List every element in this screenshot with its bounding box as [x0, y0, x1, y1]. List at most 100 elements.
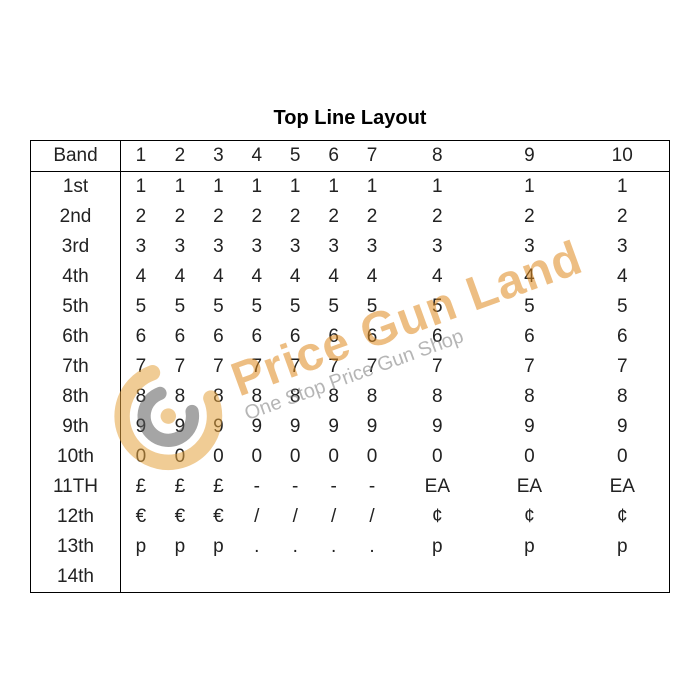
data-cell: 8 [276, 382, 314, 412]
header-row: Band 1 2 3 4 5 6 7 8 9 10 [31, 141, 670, 172]
data-cell [314, 562, 352, 593]
data-cell: 7 [199, 352, 237, 382]
data-cell: 7 [121, 352, 161, 382]
data-cell: 5 [391, 292, 483, 322]
band-cell: 13th [31, 532, 121, 562]
band-cell: 5th [31, 292, 121, 322]
data-cell: 6 [121, 322, 161, 352]
data-cell: p [199, 532, 237, 562]
table-body: 1st11111111112nd22222222223rd33333333334… [31, 172, 670, 593]
data-cell: / [276, 502, 314, 532]
band-cell: 12th [31, 502, 121, 532]
data-cell: 4 [161, 262, 199, 292]
data-cell: . [314, 532, 352, 562]
data-cell: 1 [575, 172, 669, 203]
table-row: 8th8888888888 [31, 382, 670, 412]
data-cell [199, 562, 237, 593]
data-cell: 6 [575, 322, 669, 352]
data-cell: 2 [121, 202, 161, 232]
data-cell: - [314, 472, 352, 502]
table-row: 12th€€€////¢¢¢ [31, 502, 670, 532]
data-cell: 3 [353, 232, 391, 262]
data-cell: 1 [391, 172, 483, 203]
data-cell: 0 [121, 442, 161, 472]
data-cell: 9 [353, 412, 391, 442]
col-header: 10 [575, 141, 669, 172]
layout-card: Top Line Layout Band 1 2 3 4 5 6 7 8 9 1… [20, 83, 680, 617]
data-cell: 6 [199, 322, 237, 352]
data-cell: 4 [391, 262, 483, 292]
data-cell: - [353, 472, 391, 502]
col-header: 9 [483, 141, 575, 172]
data-cell: £ [199, 472, 237, 502]
data-cell: 8 [238, 382, 276, 412]
data-cell: 1 [121, 172, 161, 203]
data-cell: € [161, 502, 199, 532]
data-cell: 6 [161, 322, 199, 352]
data-cell: 0 [238, 442, 276, 472]
data-cell: 5 [314, 292, 352, 322]
data-cell: 6 [483, 322, 575, 352]
data-cell: 5 [238, 292, 276, 322]
data-cell: 4 [238, 262, 276, 292]
data-cell: 8 [353, 382, 391, 412]
data-cell: 0 [276, 442, 314, 472]
table-row: 13thppp....ppp [31, 532, 670, 562]
data-cell: 9 [121, 412, 161, 442]
data-cell: 0 [353, 442, 391, 472]
data-cell: 8 [121, 382, 161, 412]
data-cell: 2 [238, 202, 276, 232]
col-header: 4 [238, 141, 276, 172]
data-cell [353, 562, 391, 593]
data-cell: 8 [483, 382, 575, 412]
data-cell: 2 [314, 202, 352, 232]
col-header: 2 [161, 141, 199, 172]
data-cell [391, 562, 483, 593]
table-row: 11TH£££----EAEAEA [31, 472, 670, 502]
data-cell: 4 [483, 262, 575, 292]
band-cell: 3rd [31, 232, 121, 262]
data-cell: 7 [391, 352, 483, 382]
data-cell: 3 [391, 232, 483, 262]
col-header: 7 [353, 141, 391, 172]
data-cell: € [199, 502, 237, 532]
data-cell: 1 [199, 172, 237, 203]
band-cell: 6th [31, 322, 121, 352]
data-cell: 0 [199, 442, 237, 472]
page-title: Top Line Layout [30, 107, 670, 130]
data-cell [276, 562, 314, 593]
data-cell: 7 [483, 352, 575, 382]
data-cell: EA [391, 472, 483, 502]
data-cell: 1 [161, 172, 199, 203]
band-cell: 4th [31, 262, 121, 292]
data-cell: 8 [314, 382, 352, 412]
data-cell: 9 [161, 412, 199, 442]
data-cell: - [276, 472, 314, 502]
table-row: 7th7777777777 [31, 352, 670, 382]
data-cell: 7 [575, 352, 669, 382]
data-cell: 4 [314, 262, 352, 292]
data-cell: 1 [483, 172, 575, 203]
data-cell: / [353, 502, 391, 532]
data-cell: 4 [353, 262, 391, 292]
band-cell: 2nd [31, 202, 121, 232]
col-header: 1 [121, 141, 161, 172]
data-cell: 6 [353, 322, 391, 352]
layout-table: Band 1 2 3 4 5 6 7 8 9 10 1st11111111112… [30, 140, 670, 593]
data-cell: 0 [575, 442, 669, 472]
data-cell: / [238, 502, 276, 532]
data-cell: 3 [483, 232, 575, 262]
data-cell: 3 [199, 232, 237, 262]
data-cell: 9 [199, 412, 237, 442]
data-cell: 3 [238, 232, 276, 262]
data-cell: 2 [199, 202, 237, 232]
data-cell: EA [483, 472, 575, 502]
data-cell: 1 [314, 172, 352, 203]
col-header: 3 [199, 141, 237, 172]
data-cell: € [121, 502, 161, 532]
data-cell: 3 [575, 232, 669, 262]
data-cell: 3 [276, 232, 314, 262]
data-cell: £ [161, 472, 199, 502]
table-row: 2nd2222222222 [31, 202, 670, 232]
data-cell: 7 [238, 352, 276, 382]
